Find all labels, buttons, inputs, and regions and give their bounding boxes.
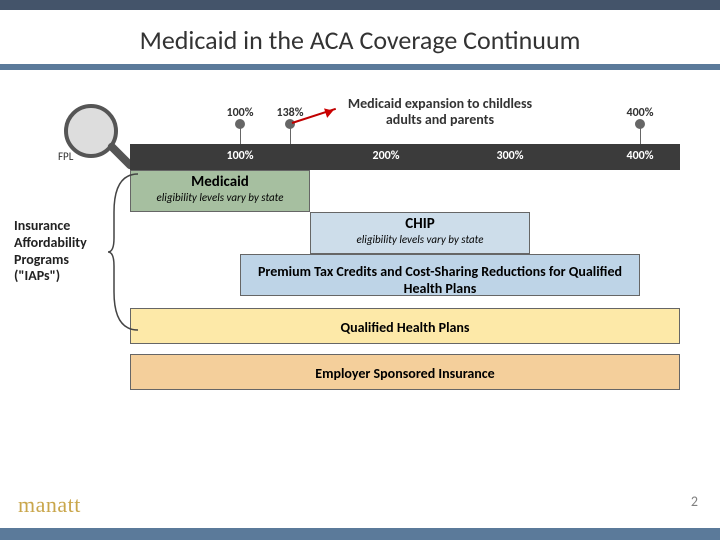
iaps-bracket (108, 172, 142, 332)
chart-region: 100% 138% 400% Medicaid expansion to chi… (0, 86, 720, 486)
logo: manatt (18, 492, 81, 518)
tick-0: 100% (227, 149, 254, 163)
chip-sub: eligibility levels vary by state (311, 233, 529, 246)
chip-title: CHIP (311, 215, 529, 233)
tick-1: 200% (373, 149, 400, 163)
band-esi: Employer Sponsored Insurance (130, 354, 680, 390)
medicaid-sub: eligibility levels vary by state (131, 191, 309, 204)
magnifier-icon (60, 100, 140, 180)
tick-3: 400% (627, 149, 654, 163)
top-bar (0, 0, 720, 10)
page-title: Medicaid in the ACA Coverage Continuum (0, 24, 720, 56)
fpl-axis (130, 144, 680, 170)
mid-bar (0, 64, 720, 70)
page-number: 2 (691, 493, 698, 510)
upper-tick-1: 138% (277, 106, 304, 120)
qhp-text: Qualified Health Plans (131, 315, 679, 340)
upper-tick-0: 100% (227, 106, 254, 120)
tick-2: 300% (497, 149, 524, 163)
expansion-label: Medicaid expansion to childless adults a… (330, 96, 550, 128)
bottom-bar (0, 528, 720, 540)
esi-text: Employer Sponsored Insurance (131, 361, 679, 386)
upper-tick-2: 400% (627, 106, 654, 120)
band-chip: CHIP eligibility levels vary by state (310, 212, 530, 254)
band-qhp: Qualified Health Plans (130, 308, 680, 344)
band-ptc: Premium Tax Credits and Cost-Sharing Red… (240, 254, 640, 296)
band-medicaid: Medicaid eligibility levels vary by stat… (130, 170, 310, 212)
ptc-text: Premium Tax Credits and Cost-Sharing Red… (241, 259, 639, 301)
medicaid-title: Medicaid (131, 173, 309, 191)
